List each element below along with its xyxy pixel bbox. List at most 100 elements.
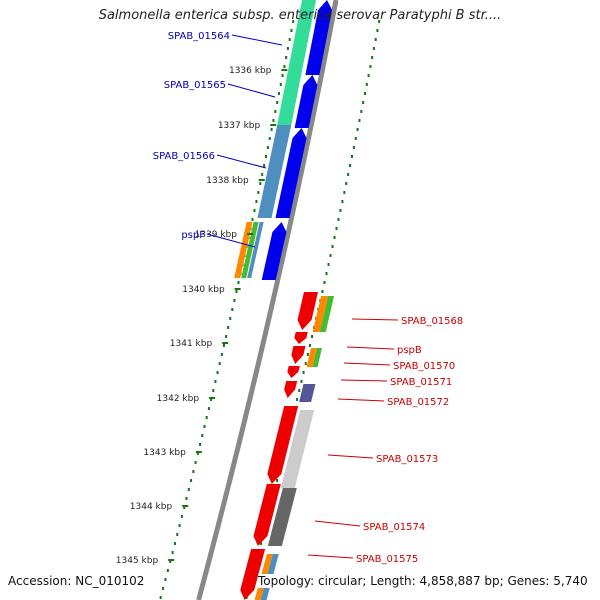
outer-ring-dot xyxy=(376,29,379,32)
inner-ring-dot xyxy=(162,587,165,590)
outer-ring-dot xyxy=(356,128,359,131)
inner-ring-dot xyxy=(183,506,186,509)
gene-leader-line xyxy=(231,34,283,46)
inner-ring-dot xyxy=(257,191,260,194)
cog-bar xyxy=(312,296,329,332)
gene-label[interactable]: SPAB_01568 xyxy=(401,316,463,327)
kbp-ticks: 1336 kbp 1337 kbp 1338 kbp 1339 kbp 1340 kbp… xyxy=(116,66,288,566)
outer-ring-dot xyxy=(308,344,311,347)
outer-ring-dot xyxy=(300,380,303,383)
inner-ring-dot xyxy=(281,74,284,77)
inner-ring-dot xyxy=(268,137,271,140)
inner-ring-dot xyxy=(288,38,291,41)
inner-ring-dot xyxy=(227,326,230,329)
cog-bar xyxy=(319,296,335,332)
inner-ring-dot xyxy=(180,515,183,518)
cds-reverse xyxy=(294,332,308,344)
cog-bar xyxy=(267,488,297,546)
outer-ring-dot xyxy=(339,209,342,212)
gene-leader-line xyxy=(327,454,374,459)
inner-ring-dot xyxy=(201,434,204,437)
gene-label[interactable]: pspB xyxy=(397,345,422,356)
cog-bar xyxy=(306,348,318,367)
outer-ring-dot xyxy=(276,479,279,482)
inner-ring-dot xyxy=(203,425,206,428)
inner-ring-dot xyxy=(159,596,162,599)
cds-reverse xyxy=(284,381,298,398)
inner-ring-dot xyxy=(207,407,210,410)
inner-ring-dot xyxy=(196,452,199,455)
inner-ring-dot xyxy=(178,524,181,527)
gene-label[interactable]: SPAB_01564 xyxy=(168,31,230,42)
gene-leader-line xyxy=(227,83,276,98)
inner-ring-dot xyxy=(274,110,277,113)
inner-ring-dot xyxy=(164,578,167,581)
inner-ring-dot xyxy=(194,461,197,464)
outer-ring-dot xyxy=(304,362,307,365)
inner-ring-dot xyxy=(235,290,238,293)
inner-ring-dot xyxy=(173,542,176,545)
gene-label[interactable]: SPAB_01565 xyxy=(164,80,226,91)
cds-reverse xyxy=(291,346,306,364)
outer-ring-dot xyxy=(323,281,326,284)
outer-ring-dot xyxy=(363,92,366,95)
cds-forward xyxy=(294,75,318,128)
cds-reverse xyxy=(297,292,318,330)
cds-reverse xyxy=(253,484,281,546)
inner-ring-dot xyxy=(185,497,188,500)
outer-ring-dot xyxy=(371,56,374,59)
outer-ring-dot xyxy=(335,227,338,230)
outer-ring-dot xyxy=(354,137,357,140)
outer-ring-dot xyxy=(327,263,330,266)
tick-label: 1338 kbp xyxy=(206,176,249,186)
inner-ring-dot xyxy=(229,317,232,320)
outer-ring-dot xyxy=(296,398,299,401)
tick-label: 1339 kbp xyxy=(195,230,238,240)
outer-ring-dot xyxy=(325,272,328,275)
outer-ring-dot xyxy=(347,173,350,176)
gene-label[interactable]: SPAB_01575 xyxy=(356,554,418,565)
gene-label[interactable]: SPAB_01573 xyxy=(376,454,438,465)
gene-features xyxy=(234,0,335,600)
gene-leader-line xyxy=(206,233,256,248)
inner-ring-dot xyxy=(214,380,217,383)
gene-leader-line xyxy=(343,362,391,366)
inner-ring-dot xyxy=(263,164,266,167)
outer-ring-dot xyxy=(337,218,340,221)
gene-label[interactable]: SPAB_01574 xyxy=(363,522,425,533)
outer-ring-dot xyxy=(360,110,363,113)
gene-leader-line xyxy=(340,379,388,382)
gene-leader-line xyxy=(346,346,395,350)
outer-ring-dot xyxy=(341,200,344,203)
gene-label[interactable]: SPAB_01571 xyxy=(390,377,452,388)
cog-bar xyxy=(247,222,264,278)
cog-bar xyxy=(280,410,315,488)
outer-ring-dot xyxy=(321,290,324,293)
cog-bar xyxy=(312,348,323,367)
inner-ring-dot xyxy=(259,182,262,185)
inner-ring-dot xyxy=(216,371,219,374)
cds-reverse xyxy=(267,406,299,484)
outer-ring-dot xyxy=(358,119,361,122)
inner-ring-dot xyxy=(199,443,202,446)
inner-ring-dot xyxy=(261,173,264,176)
gene-label[interactable]: pspF xyxy=(181,230,205,241)
outer-ring-dot xyxy=(374,38,377,41)
cog-bar xyxy=(234,222,253,278)
cds-reverse xyxy=(287,366,300,378)
gene-label[interactable]: SPAB_01572 xyxy=(387,397,449,408)
gene-leader-line xyxy=(337,398,385,402)
gene-leader-line xyxy=(216,154,267,169)
cds-forward xyxy=(275,128,307,218)
inner-ring-dot xyxy=(192,470,195,473)
gene-label[interactable]: SPAB_01566 xyxy=(153,151,215,162)
cog-bar xyxy=(241,222,259,278)
gene-labels: SPAB_01564 SPAB_01565 SPAB_01566 pspF SPAB_0… xyxy=(153,31,464,565)
gene-label[interactable]: SPAB_01570 xyxy=(393,361,455,372)
cds-forward xyxy=(261,222,287,280)
cog-bar xyxy=(299,384,316,402)
inner-ring-dot xyxy=(166,569,169,572)
outer-ring-dot xyxy=(311,335,314,338)
inner-ring-dot xyxy=(253,209,256,212)
outer-ring-dot xyxy=(362,101,365,104)
